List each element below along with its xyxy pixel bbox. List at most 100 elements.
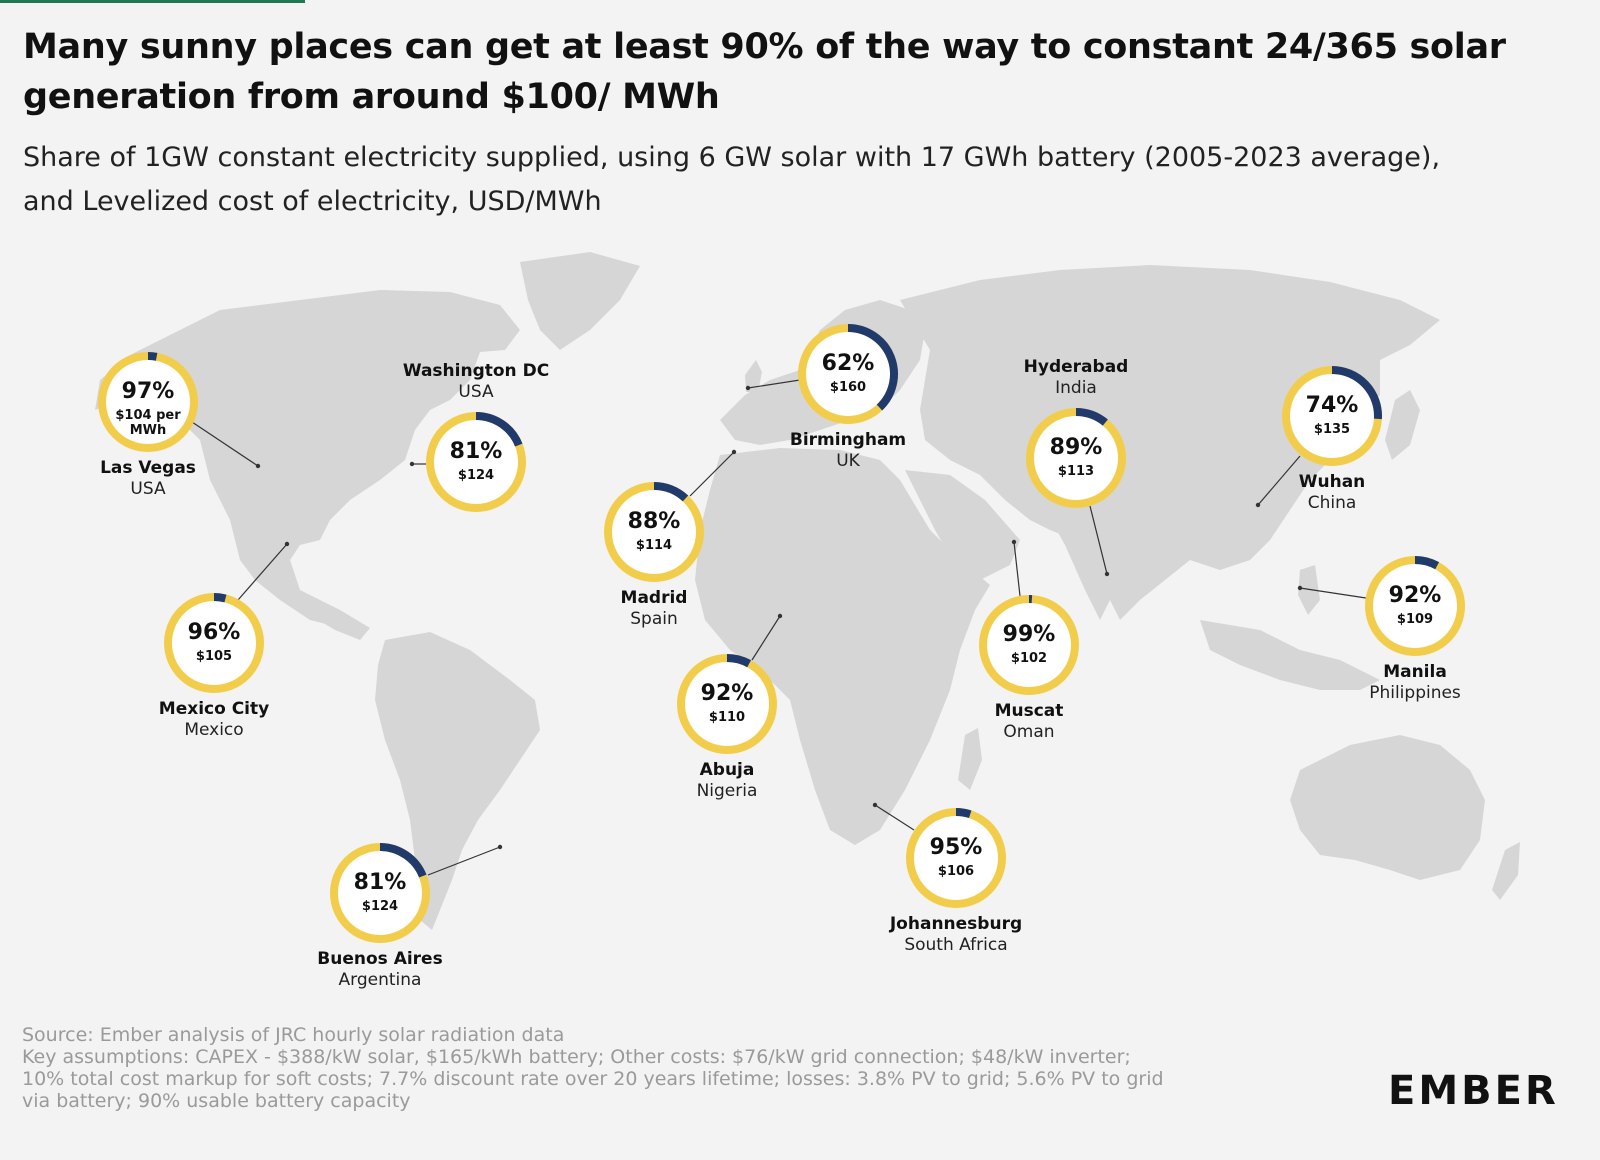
cost-label: $160 <box>830 380 866 395</box>
cost-label: $104 per <box>115 408 181 423</box>
land-central-america <box>300 590 370 640</box>
land-madagascar <box>958 728 982 790</box>
land-india <box>1040 490 1135 620</box>
land-arabia <box>905 470 1020 580</box>
share-percent: 97% <box>122 379 175 404</box>
accent-bar <box>0 0 305 3</box>
cost-label: $113 <box>1058 464 1094 479</box>
leader-line <box>1299 587 1367 599</box>
location-dot <box>284 541 290 547</box>
cost-label: $102 <box>1011 651 1047 666</box>
leader-line <box>751 615 781 661</box>
land-australia <box>1290 735 1485 880</box>
donut-gap <box>653 482 689 502</box>
donut-gap <box>955 808 972 819</box>
donut-share <box>906 808 1006 908</box>
country-name: China <box>1308 493 1357 513</box>
donut-share <box>1026 408 1126 508</box>
land-asia <box>900 265 1440 620</box>
donut-gap <box>726 654 752 668</box>
cost-label: $106 <box>938 864 974 879</box>
leader-line <box>427 846 501 876</box>
cost-label: $124 <box>458 468 494 483</box>
page-subtitle: Share of 1GW constant electricity suppli… <box>23 142 1441 217</box>
share-percent: 96% <box>188 620 241 645</box>
donut-gap <box>379 843 427 878</box>
share-percent: 74% <box>1306 393 1359 418</box>
land-south-america <box>375 632 540 930</box>
leader-line <box>1257 455 1301 506</box>
cost-label-unit: MWh <box>130 423 167 438</box>
location-dot <box>731 449 737 455</box>
assumptions-line-2: 10% total cost markup for soft costs; 7.… <box>22 1068 1164 1090</box>
country-name: India <box>1055 378 1097 398</box>
assumptions-line-1: Key assumptions: CAPEX - $388/kW solar, … <box>22 1046 1131 1068</box>
land-philippines <box>1298 565 1320 615</box>
location-dot <box>1255 502 1261 508</box>
country-name: Oman <box>1003 722 1054 742</box>
city-name: Muscat <box>995 701 1064 721</box>
donut-gap <box>1075 408 1108 426</box>
leader-line <box>874 804 915 831</box>
share-percent: 92% <box>1389 583 1442 608</box>
leader-line <box>689 451 735 497</box>
location-dot <box>777 613 783 619</box>
cost-label: $135 <box>1314 422 1350 437</box>
donut-gap <box>1414 556 1440 570</box>
location-dot <box>409 461 415 467</box>
share-percent: 92% <box>701 681 754 706</box>
share-percent: 89% <box>1050 435 1103 460</box>
city-name: Las Vegas <box>100 458 196 478</box>
leader-line <box>191 421 259 467</box>
country-name: South Africa <box>904 935 1007 955</box>
city-name: Mexico City <box>159 699 269 719</box>
donut-gap <box>1331 366 1382 420</box>
share-percent: 88% <box>628 509 681 534</box>
share-percent: 62% <box>822 351 875 376</box>
donut-gap <box>847 324 898 411</box>
ember-logo: EMBER <box>1388 1068 1559 1114</box>
location-dot <box>497 844 503 850</box>
leader-line <box>237 543 288 601</box>
city-name: Abuja <box>700 760 755 780</box>
leader-line <box>747 379 801 389</box>
country-name: Argentina <box>339 970 422 990</box>
share-percent: 81% <box>354 870 407 895</box>
location-dot <box>745 385 751 391</box>
location-dot <box>872 802 878 808</box>
country-name: Spain <box>630 609 678 629</box>
city-name: Washington DC <box>403 361 549 381</box>
land-new-zealand <box>1492 842 1520 900</box>
source-note: Source: Ember analysis of JRC hourly sol… <box>22 1024 565 1046</box>
cost-label: $105 <box>196 649 232 664</box>
country-name: UK <box>836 451 860 471</box>
footer-notes: Source: Ember analysis of JRC hourly sol… <box>22 1024 1322 1112</box>
city-name: Wuhan <box>1299 472 1366 492</box>
donut-share <box>330 843 430 943</box>
country-name: Philippines <box>1369 683 1461 703</box>
land-uk <box>745 360 762 392</box>
city-name: Manila <box>1383 662 1447 682</box>
country-name: Nigeria <box>697 781 758 801</box>
location-dot <box>1297 585 1303 591</box>
donut-share <box>604 482 704 582</box>
donut-gap <box>213 593 227 603</box>
land-north-america <box>95 290 520 625</box>
share-percent: 95% <box>930 835 983 860</box>
leader-line <box>1013 541 1021 597</box>
city-name: Hyderabad <box>1024 357 1129 377</box>
donut-share <box>979 595 1079 695</box>
donut-share <box>98 352 198 452</box>
donut-share <box>426 412 526 512</box>
assumptions-line-3: via battery; 90% usable battery capacity <box>22 1090 411 1112</box>
